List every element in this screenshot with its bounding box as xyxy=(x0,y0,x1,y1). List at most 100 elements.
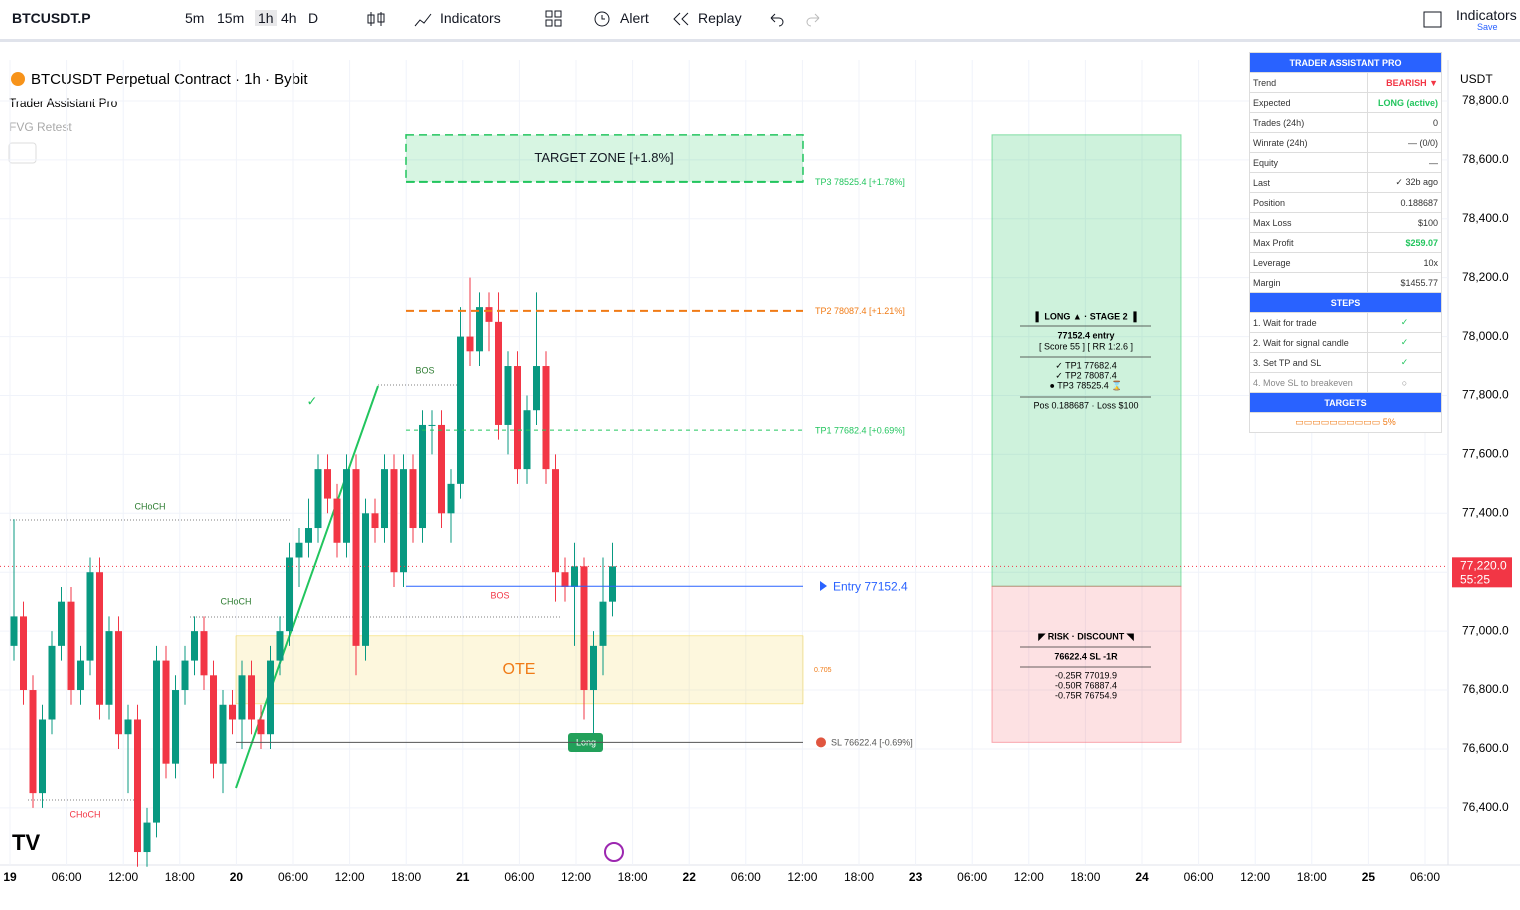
candle-body xyxy=(172,690,179,764)
y-tick-label: 78,200.0 xyxy=(1462,270,1509,284)
x-tick-label: 12:00 xyxy=(561,870,591,884)
undo-icon[interactable] xyxy=(768,11,784,27)
y-tick-label: 77,400.0 xyxy=(1462,505,1509,519)
structure-label: ✓ xyxy=(307,393,318,408)
x-tick-label: 18:00 xyxy=(165,870,195,884)
candle-body xyxy=(609,566,616,602)
indicators-button[interactable]: Indicators xyxy=(440,10,501,26)
box-text: ▌ LONG ▲ · STAGE 2 ▐ xyxy=(1036,310,1138,322)
panel-value: 0 xyxy=(1366,112,1443,133)
panel-row: Equity — xyxy=(1249,152,1443,173)
replay-icon[interactable] xyxy=(672,11,690,27)
candle-body xyxy=(134,719,141,853)
candle-body xyxy=(58,601,65,646)
panel-key: Expected xyxy=(1249,92,1368,113)
candle-body xyxy=(48,645,56,720)
candle-body xyxy=(181,660,189,691)
interval-button[interactable]: 15m xyxy=(217,10,245,26)
level-label: TP3 78525.4 [+1.78%] xyxy=(815,177,905,187)
interval-button[interactable]: 5m xyxy=(185,10,205,26)
candle-body xyxy=(324,469,331,499)
panel-key: Max Profit xyxy=(1249,232,1368,253)
y-tick-label: 76,400.0 xyxy=(1462,800,1509,814)
box-text: -0.50R 76887.4 xyxy=(1055,680,1117,690)
candle-body xyxy=(599,601,607,646)
alert-icon[interactable] xyxy=(592,9,612,29)
x-tick-label: 06:00 xyxy=(504,870,534,884)
logo: TV xyxy=(12,830,40,855)
panel-value: $259.07 xyxy=(1366,232,1443,253)
box-text: ● TP3 78525.4 ⌛ xyxy=(1049,379,1122,390)
candle-body xyxy=(352,469,360,646)
chart: BTCUSDT Perpetual Contract · 1h · Bybit … xyxy=(0,60,1520,884)
indicators-label[interactable]: Indicators xyxy=(1456,7,1517,23)
candle-body xyxy=(10,616,18,646)
x-tick-label: 21 xyxy=(456,870,470,884)
panel-row: Expected LONG (active) xyxy=(1249,92,1443,113)
panel-row: 1. Wait for trade ✓ xyxy=(1249,312,1443,333)
panel-key: Position xyxy=(1249,192,1368,213)
interval-button[interactable]: 4h xyxy=(281,10,297,26)
candle-body xyxy=(409,469,417,529)
candle-body xyxy=(457,336,464,484)
panel-row: 3. Set TP and SL ✓ xyxy=(1249,352,1443,373)
panel-value: 10x xyxy=(1366,252,1443,273)
candle-body xyxy=(571,566,578,587)
panel-row: Last ✓ 32b ago xyxy=(1249,172,1443,193)
x-tick-label: 18:00 xyxy=(618,870,648,884)
candle-body xyxy=(400,469,407,573)
step-name: 1. Wait for trade xyxy=(1249,312,1368,333)
panel-icon[interactable] xyxy=(1423,11,1443,29)
box-text: 77152.4 entry xyxy=(1057,330,1114,340)
save-label[interactable]: Save xyxy=(1477,22,1498,32)
candle-body xyxy=(105,631,113,705)
panel-row: Position 0.188687 xyxy=(1249,192,1443,213)
candle-body xyxy=(200,631,208,676)
panel-row: Winrate (24h) — (0/0) xyxy=(1249,132,1443,153)
step-status: ○ xyxy=(1366,372,1443,393)
replay-button[interactable]: Replay xyxy=(698,10,742,26)
candle-body xyxy=(267,660,274,735)
panel-row: Max Profit $259.07 xyxy=(1249,232,1443,253)
x-tick-label: 12:00 xyxy=(335,870,365,884)
candle-body xyxy=(210,675,217,764)
x-tick-label: 25 xyxy=(1362,870,1376,884)
candle-body xyxy=(390,469,398,573)
candle-body xyxy=(504,366,512,425)
candle-body xyxy=(514,366,521,470)
y-tick-label: 76,800.0 xyxy=(1462,682,1509,696)
x-tick-label: 23 xyxy=(909,870,923,884)
candle-body xyxy=(191,631,198,661)
x-tick-label: 06:00 xyxy=(731,870,761,884)
x-tick-label: 12:00 xyxy=(787,870,817,884)
y-tick-label: 76,600.0 xyxy=(1462,741,1509,755)
collapse-button[interactable] xyxy=(8,142,37,164)
candle-body xyxy=(20,616,27,691)
redo-icon[interactable] xyxy=(806,11,822,27)
panel-row: STEPS xyxy=(1249,292,1442,313)
x-tick-label: 06:00 xyxy=(957,870,987,884)
x-tick-label: 12:00 xyxy=(108,870,138,884)
candle-body xyxy=(381,469,388,529)
level-label: Entry 77152.4 xyxy=(833,579,908,593)
box-text: Pos 0.188687 · Loss $100 xyxy=(1033,400,1138,410)
last-price-tag xyxy=(1452,557,1512,588)
alert-button[interactable]: Alert xyxy=(620,10,649,26)
interval-button[interactable]: D xyxy=(308,10,319,26)
entry-arrow xyxy=(820,581,827,591)
level-label: TP1 77682.4 [+0.69%] xyxy=(815,426,905,436)
chart-type-icon[interactable] xyxy=(366,9,386,29)
lightning-icon[interactable] xyxy=(604,842,624,862)
panel-key: Margin xyxy=(1249,272,1368,293)
candle-body xyxy=(276,631,284,661)
interval-button[interactable]: 1h xyxy=(255,10,277,26)
fib-label: 0.705 xyxy=(814,667,832,674)
y-tick-label: 78,600.0 xyxy=(1462,152,1509,166)
indicators-icon[interactable] xyxy=(413,9,433,29)
layout-icon[interactable] xyxy=(545,10,563,28)
risk-box xyxy=(991,585,1182,743)
zone-label: TARGET ZONE [+1.8%] xyxy=(534,150,673,165)
x-tick-label: 18:00 xyxy=(844,870,874,884)
symbol[interactable]: BTCUSDT.P xyxy=(12,10,91,26)
candle-body xyxy=(476,307,483,352)
